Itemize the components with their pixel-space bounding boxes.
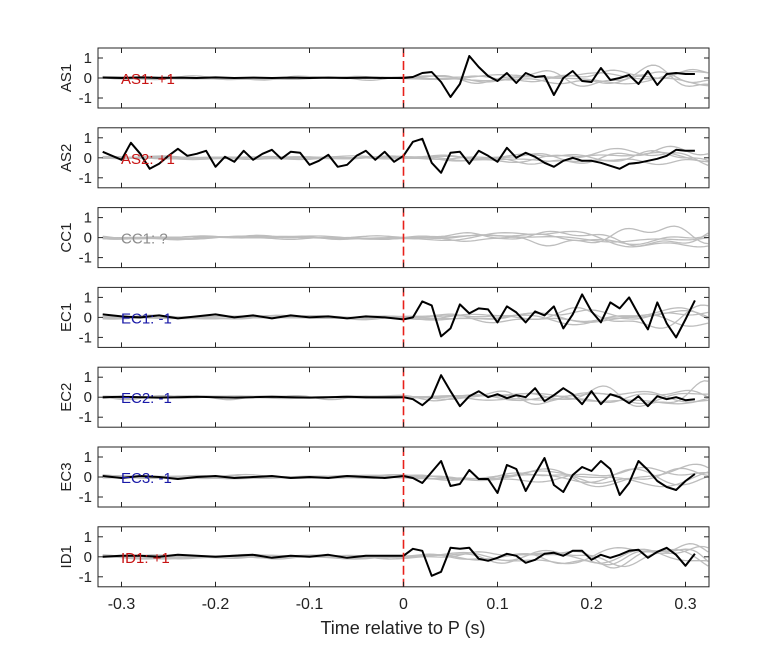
polarity-annotation: EC3: -1 <box>121 470 172 487</box>
x-tick-label: 0 <box>399 596 408 613</box>
polarity-annotation: AS1: +1 <box>121 71 175 88</box>
y-tick-label: 1 <box>84 369 92 386</box>
y-tick-label: -1 <box>79 90 92 107</box>
background-traces <box>102 543 709 577</box>
background-traces <box>102 55 709 98</box>
y-tick-label: 0 <box>84 309 92 326</box>
background-traces <box>102 137 709 174</box>
background-trace <box>102 380 709 407</box>
station-label: AS1 <box>58 64 75 92</box>
background-trace <box>102 230 709 248</box>
trace-as1 <box>102 55 695 98</box>
y-tick-label: -1 <box>79 409 92 426</box>
trace-ec3 <box>102 457 696 496</box>
station-label: EC1 <box>58 303 75 332</box>
x-tick-label: -0.1 <box>296 596 324 613</box>
station-label: CC1 <box>58 223 75 253</box>
background-traces <box>102 225 709 248</box>
background-trace <box>102 311 709 323</box>
trace-id1 <box>102 546 696 577</box>
trace-ec2 <box>102 374 696 408</box>
polarity-annotation: EC1: -1 <box>121 310 172 327</box>
y-tick-label: 0 <box>84 469 92 486</box>
y-tick-label: 0 <box>84 70 92 87</box>
y-tick-label: 1 <box>84 289 92 306</box>
y-tick-label: 1 <box>84 210 92 227</box>
y-tick-label: 0 <box>84 389 92 406</box>
background-trace <box>102 463 709 488</box>
x-tick-label: 0.2 <box>580 596 602 613</box>
x-axis: -0.3 -0.2 -0.1 0 0.1 0.2 0.3 <box>108 596 697 613</box>
polarity-annotation: CC1: ? <box>121 231 168 248</box>
x-tick-label: 0.3 <box>674 596 696 613</box>
y-tick-label: 1 <box>84 449 92 466</box>
y-tick-label: 1 <box>84 130 92 147</box>
trace-as2 <box>102 137 695 174</box>
background-traces <box>102 374 709 408</box>
y-tick-label: -1 <box>79 329 92 346</box>
background-traces <box>102 457 709 496</box>
station-label: EC2 <box>58 383 75 412</box>
y-tick-label: -1 <box>79 170 92 187</box>
y-tick-label: 0 <box>84 150 92 167</box>
y-tick-label: -1 <box>79 489 92 506</box>
trace-ec1 <box>102 293 696 339</box>
y-tick-label: 1 <box>84 50 92 67</box>
background-trace <box>102 147 709 166</box>
background-trace <box>102 543 709 566</box>
station-label: EC3 <box>58 462 75 491</box>
x-axis-label: Time relative to P (s) <box>320 618 485 638</box>
polarity-annotation: ID1: +1 <box>121 550 170 567</box>
x-tick-label: -0.3 <box>108 596 136 613</box>
station-label: AS2 <box>58 144 75 172</box>
y-tick-label: 0 <box>84 230 92 247</box>
station-label: ID1 <box>58 545 75 568</box>
polarity-annotation: EC2: -1 <box>121 390 172 407</box>
y-tick-label: -1 <box>79 569 92 586</box>
y-tick-label: 0 <box>84 549 92 566</box>
y-tick-label: -1 <box>79 250 92 267</box>
x-tick-label: 0.1 <box>486 596 508 613</box>
x-tick-label: -0.2 <box>202 596 230 613</box>
background-traces <box>102 293 709 339</box>
polarity-annotation: AS2: +1 <box>121 151 175 168</box>
y-tick-label: 1 <box>84 529 92 546</box>
